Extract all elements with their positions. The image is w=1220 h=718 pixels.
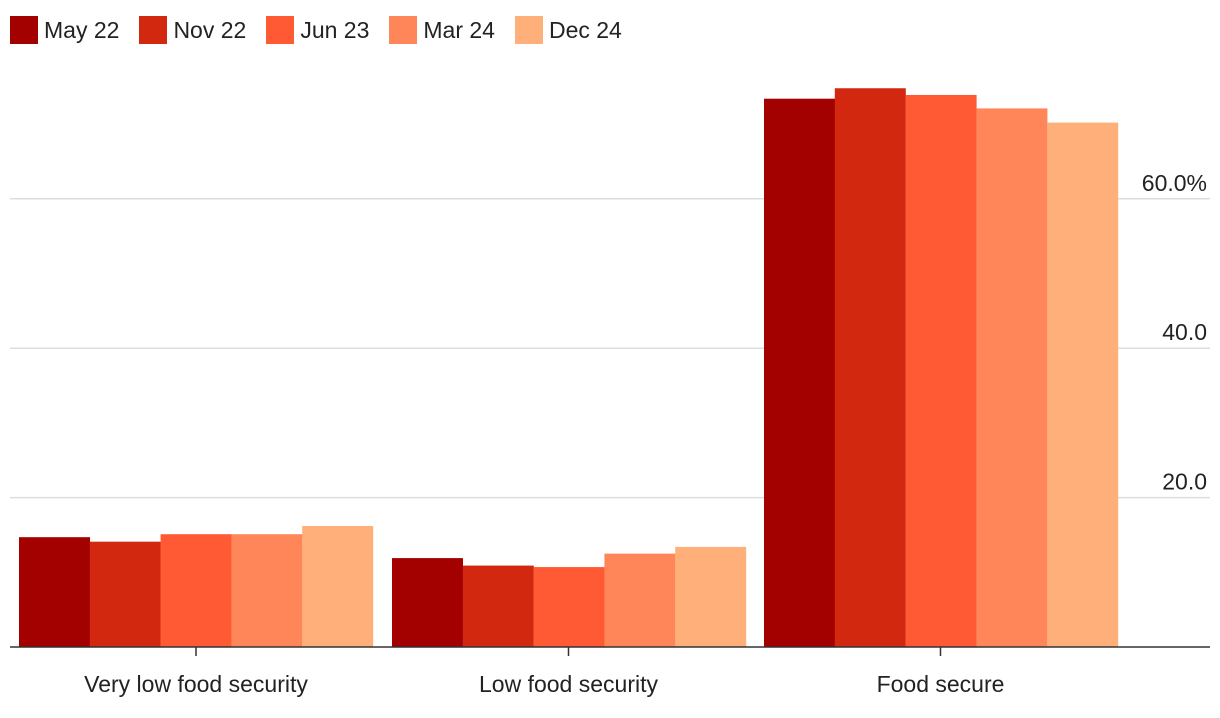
- x-category-label: Food secure: [877, 671, 1005, 697]
- bar: [19, 537, 90, 647]
- x-category-label: Very low food security: [84, 671, 308, 697]
- y-tick-label: 20.0: [1162, 469, 1207, 495]
- bar: [392, 558, 463, 647]
- bar: [905, 94, 977, 648]
- bar: [231, 534, 303, 647]
- legend-label: Mar 24: [423, 17, 495, 43]
- bar: [462, 565, 534, 647]
- legend-label: Dec 24: [548, 17, 622, 43]
- y-tick-label: 60.0%: [1142, 170, 1207, 196]
- bar: [302, 525, 374, 647]
- bar: [764, 98, 835, 647]
- x-category-label: Low food security: [479, 671, 658, 697]
- legend-item: Dec 24: [514, 16, 622, 44]
- bar: [1047, 122, 1119, 647]
- bar: [160, 534, 232, 647]
- legend-swatch: [514, 16, 543, 44]
- bar: [834, 88, 906, 647]
- legend-swatch: [10, 16, 38, 44]
- legend-swatch: [266, 16, 295, 44]
- legend: May 22 Nov 22 Jun 23 Mar 24 Dec 24: [10, 14, 642, 46]
- legend-label: May 22: [44, 17, 120, 43]
- bar: [675, 546, 747, 647]
- legend-item: May 22: [10, 16, 119, 44]
- legend-label: Nov 22: [173, 17, 247, 43]
- legend-swatch: [139, 16, 168, 44]
- legend-item: Mar 24: [389, 16, 495, 44]
- legend-item: Nov 22: [139, 16, 246, 44]
- legend-label: Jun 23: [300, 17, 370, 43]
- y-tick-label: 40.0: [1162, 319, 1207, 345]
- bar: [976, 108, 1048, 647]
- bar: [604, 553, 676, 647]
- bar: [533, 567, 605, 647]
- bar: [89, 541, 161, 647]
- legend-swatch: [389, 16, 418, 44]
- legend-item: Jun 23: [266, 16, 369, 44]
